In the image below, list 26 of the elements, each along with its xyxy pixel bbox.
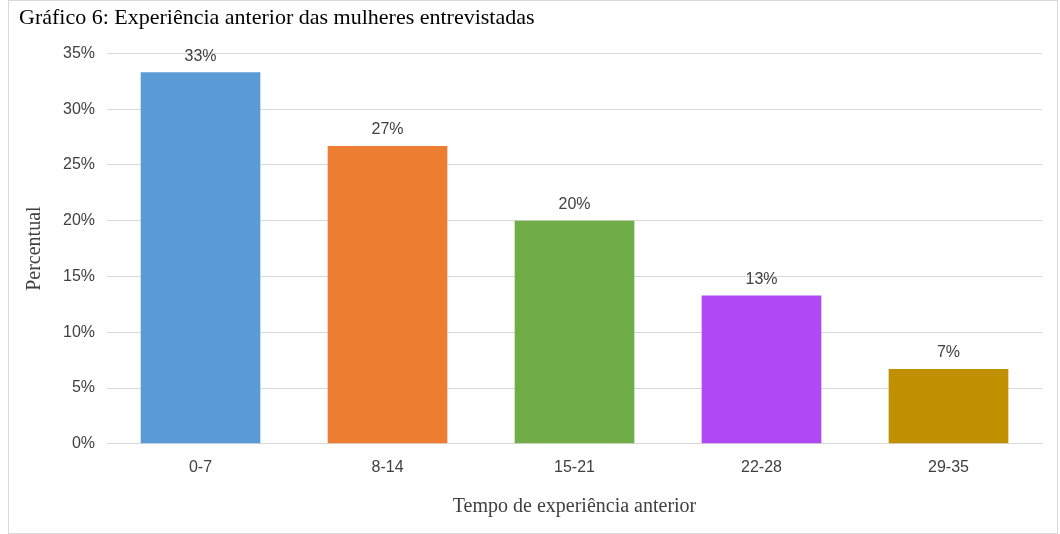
x-tick-label: 22-28	[741, 457, 783, 475]
y-axis-title: Percentual	[22, 205, 45, 291]
y-tick-label: 15%	[62, 266, 96, 284]
y-tick-label: 20%	[62, 211, 96, 229]
x-tick-label: 29-35	[928, 457, 970, 475]
data-label: 13%	[745, 269, 778, 287]
x-tick-label: 0-7	[188, 457, 213, 475]
y-tick-label: 25%	[62, 155, 96, 173]
x-tick-label: 8-14	[371, 457, 404, 475]
bar	[701, 295, 822, 444]
data-label: 27%	[371, 120, 404, 138]
y-tick-label: 0%	[71, 434, 96, 452]
y-tick-label: 10%	[62, 322, 96, 340]
data-label: 33%	[184, 46, 217, 64]
data-label: 7%	[936, 343, 961, 361]
x-tick-label: 15-21	[554, 457, 596, 475]
x-axis-title: Tempo de experiência anterior	[452, 494, 697, 518]
bar	[888, 369, 1009, 444]
y-tick-label: 35%	[62, 43, 96, 61]
bar	[327, 145, 448, 444]
chart-title: Gráfico 6: Experiência anterior das mulheres entrevistadas	[19, 3, 535, 29]
bar	[514, 220, 635, 444]
bar	[140, 72, 261, 444]
data-label: 20%	[558, 195, 591, 213]
y-tick-label: 30%	[62, 99, 96, 117]
y-tick-label: 5%	[71, 378, 96, 396]
